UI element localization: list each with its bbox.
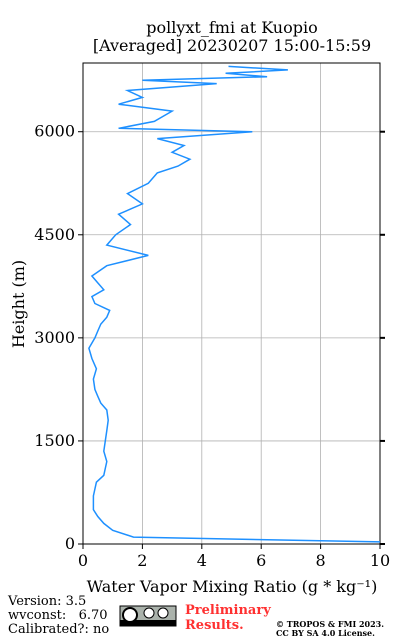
y-tick-label: 4500	[34, 225, 75, 244]
x-tick-label: 4	[197, 551, 207, 570]
plot-frame	[82, 62, 381, 545]
license: CC BY SA 4.0 License.	[276, 628, 375, 638]
x-axis-label: Water Vapor Mixing Ratio (g * kg⁻¹)	[87, 577, 378, 596]
x-tick-label: 0	[78, 551, 88, 570]
y-tick-label: 3000	[34, 328, 75, 347]
wvconst: wvconst: 6.70	[8, 608, 108, 623]
x-tick-label: 10	[370, 551, 390, 570]
cc-logo	[119, 605, 177, 627]
x-tick-label: 8	[316, 551, 326, 570]
calibrated: Calibrated?: no	[8, 622, 109, 637]
y-axis-label: Height (m)	[9, 260, 28, 348]
y-tick-label: 6000	[34, 122, 75, 141]
preliminary: Results.	[185, 618, 244, 633]
x-tick-label: 2	[137, 551, 147, 570]
y-tick-label: 1500	[34, 431, 75, 450]
y-tick-label: 0	[65, 534, 75, 553]
version: Version: 3.5	[7, 594, 86, 609]
preliminary: Preliminary	[185, 603, 271, 618]
profile-line	[88, 65, 381, 543]
chart-title: pollyxt_fmi at Kuopio	[146, 18, 317, 37]
copyright: © TROPOS & FMI 2023.	[276, 619, 384, 629]
chart-subtitle: [Averaged] 20230207 15:00-15:59	[93, 36, 371, 55]
x-tick-label: 6	[256, 551, 266, 570]
